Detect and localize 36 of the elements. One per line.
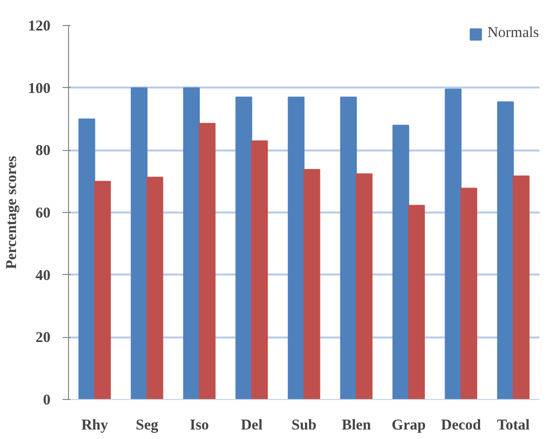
bar [130,87,148,400]
x-tick-label: Total [496,418,530,434]
y-tick-label: 40 [36,268,50,284]
legend-label: Normals [487,25,539,42]
bar [512,176,530,400]
bar [94,180,111,400]
x-tick-label: Seg [136,418,159,434]
x-tick-label: Sub [291,418,317,434]
y-tick-label: 100 [28,80,50,97]
y-tick-label: 20 [36,330,50,346]
y-tick-label: 120 [28,18,50,34]
y-tick-label: 60 [36,206,50,222]
bar [78,118,96,400]
bar [304,168,320,400]
x-tick-label: Blen [342,418,372,434]
bar [235,96,252,400]
bar [392,124,410,400]
bar [198,122,216,400]
bar [183,87,200,400]
bar [251,140,268,400]
x-tick-label: Decod [441,418,482,434]
bar [444,88,462,400]
x-tick-label: Iso [190,418,209,434]
x-tick-label: Del [240,418,263,434]
x-tick-label: Grap [392,418,426,434]
y-axis-title: Percentage scores [4,156,20,270]
bar [340,96,357,400]
y-tick-label: 0 [43,392,50,408]
bar [146,176,164,400]
bar [460,188,478,400]
bar [497,101,514,400]
bar [288,96,304,400]
x-tick-label: Rhy [81,418,109,434]
bar [408,204,425,400]
y-tick-label: 80 [36,143,50,160]
bar [356,173,373,400]
